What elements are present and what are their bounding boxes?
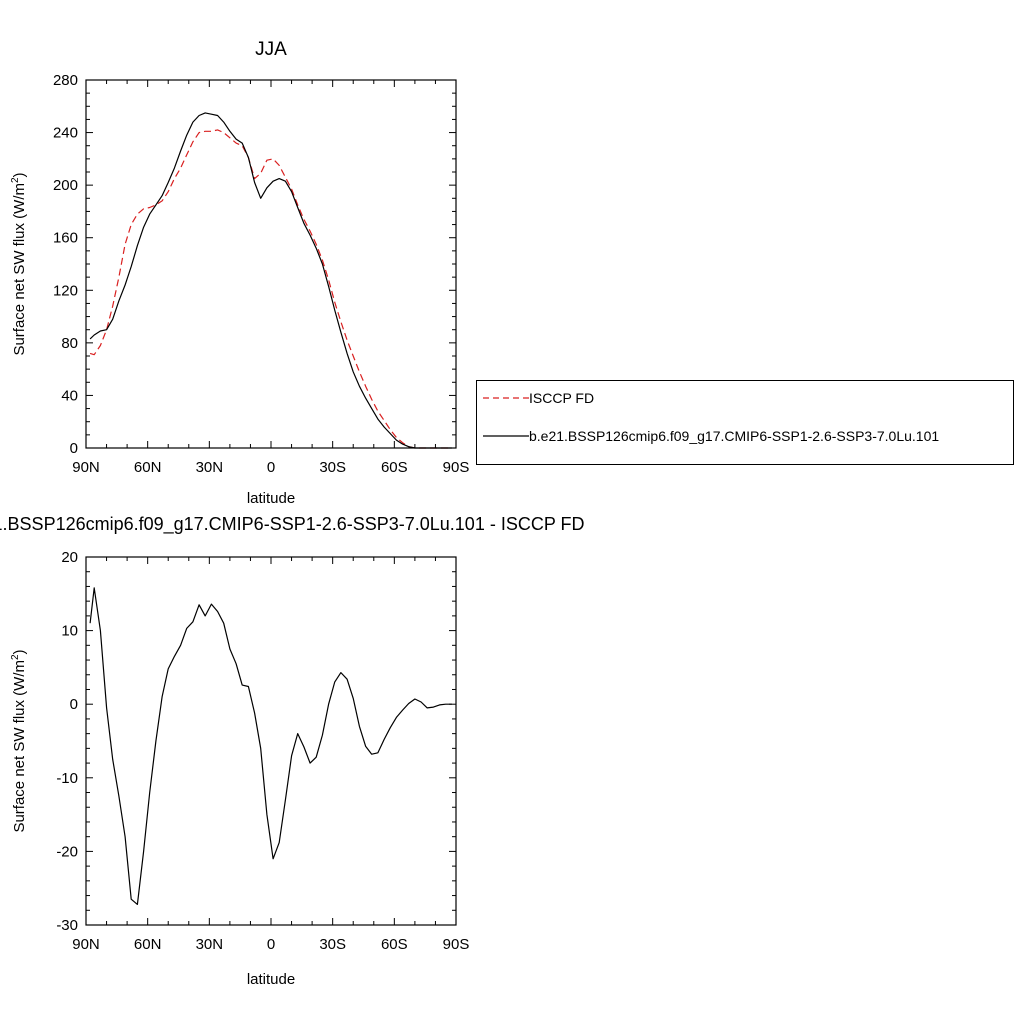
y-tick-label: -30 — [56, 917, 78, 934]
y-tick-label: 240 — [53, 125, 78, 142]
x-tick-label: 30N — [196, 459, 224, 476]
chart-title: JJA — [255, 39, 287, 60]
series-line-1 — [89, 112, 452, 449]
series-line-0 — [89, 587, 452, 906]
x-tick-label: 90N — [72, 936, 100, 953]
y-tick-label: -10 — [56, 770, 78, 787]
x-tick-label: 90N — [72, 459, 100, 476]
y-tick-label: -20 — [56, 843, 78, 860]
x-tick-label: 60S — [381, 459, 408, 476]
y-tick-label: 160 — [53, 230, 78, 247]
x-tick-label: 30S — [319, 459, 346, 476]
series-line-0 — [89, 129, 452, 449]
y-tick-label: 80 — [61, 335, 78, 352]
x-tick-label: 30S — [319, 936, 346, 953]
top-plot: 90N 60N 30N 0 30S 60S 90S 0 40 80 120 160 200 240 280 J… — [10, 39, 469, 507]
legend-entry-isccp: ISCCP FD — [483, 388, 594, 408]
x-tick-label: 60S — [381, 936, 408, 953]
x-tick-label: 60N — [134, 936, 162, 953]
legend-line-dashed — [483, 397, 529, 399]
x-axis-label: latitude — [247, 971, 295, 988]
y-axis-label: Surface net SW flux (W/m2) — [10, 649, 28, 832]
x-tick-label: 30N — [196, 936, 224, 953]
y-tick-label: 40 — [61, 387, 78, 404]
legend: ISCCP FD b.e21.BSSP126cmip6.f09_g17.CMIP… — [476, 380, 1014, 465]
y-tick-label: 10 — [61, 623, 78, 640]
y-tick-label: 20 — [61, 549, 78, 566]
y-tick-label: 120 — [53, 282, 78, 299]
x-tick-label: 0 — [267, 459, 275, 476]
y-tick-label: 200 — [53, 177, 78, 194]
x-tick-label: 90S — [443, 459, 470, 476]
x-axis-label: latitude — [247, 490, 295, 507]
legend-label-model: b.e21.BSSP126cmip6.f09_g17.CMIP6-SSP1-2.… — [529, 428, 940, 444]
y-axis-label: Surface net SW flux (W/m2) — [10, 172, 28, 355]
x-tick-label: 60N — [134, 459, 162, 476]
y-tick-label: 280 — [53, 72, 78, 89]
chart-title: b.e21.BSSP126cmip6.f09_g17.CMIP6-SSP1-2.… — [0, 514, 585, 535]
legend-line-solid — [483, 435, 529, 437]
x-tick-label: 0 — [267, 936, 275, 953]
bottom-plot: 90N 60N 30N 0 30S 60S 90S -30 -20 -10 0 10 20 b.e21.B… — [0, 514, 585, 988]
plot-frame — [85, 79, 457, 449]
legend-label-isccp: ISCCP FD — [529, 390, 595, 406]
y-tick-label: 0 — [70, 696, 78, 713]
legend-entry-model: b.e21.BSSP126cmip6.f09_g17.CMIP6-SSP1-2.… — [483, 426, 939, 446]
y-tick-label: 0 — [70, 440, 78, 457]
x-tick-label: 90S — [443, 936, 470, 953]
